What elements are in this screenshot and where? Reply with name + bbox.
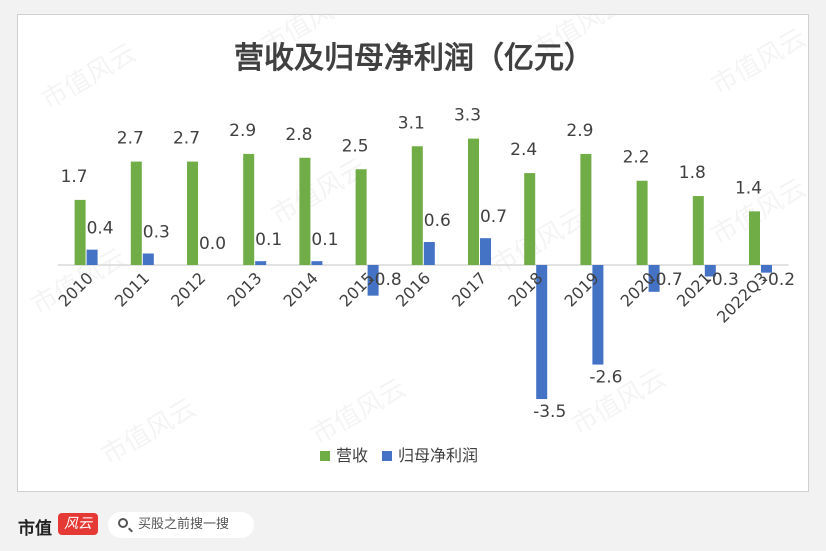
net-profit-bar: [86, 249, 98, 265]
net-profit-bar: [592, 265, 604, 365]
revenue-value-label: 2.7: [117, 129, 144, 149]
revenue-value-label: 2.9: [566, 121, 593, 141]
revenue-bar: [749, 211, 760, 265]
x-tick-label: 2017: [448, 268, 490, 310]
net-profit-bar: [704, 265, 716, 277]
net-profit-bar: [311, 261, 323, 265]
revenue-bar: [187, 161, 198, 265]
brand-logo-badge: 风云: [58, 513, 98, 535]
net-profit-value-label: 0.1: [255, 230, 282, 250]
revenue-value-label: 2.7: [173, 129, 200, 149]
legend-label: 营收: [336, 446, 368, 465]
net-profit-bar: [423, 242, 435, 265]
revenue-bar: [130, 161, 142, 265]
net-profit-bar: [255, 261, 267, 265]
revenue-value-label: 1.8: [679, 163, 706, 183]
net-profit-value-label: -0.2: [762, 270, 795, 290]
revenue-bar: [355, 169, 367, 265]
revenue-value-label: 2.9: [229, 121, 256, 141]
net-profit-bar: [648, 265, 660, 292]
revenue-bar: [580, 153, 592, 265]
net-profit-value-label: 0.4: [87, 219, 114, 239]
revenue-bar: [636, 180, 648, 265]
net-profit-value-label: -0.8: [369, 270, 402, 290]
search-box[interactable]: 买股之前搜一搜: [108, 512, 254, 538]
revenue-bar: [74, 199, 86, 265]
net-profit-value-label: -2.6: [589, 368, 622, 388]
legend-swatch: [382, 451, 392, 461]
revenue-bar: [299, 157, 311, 265]
chart-title: 营收及归母净利润（亿元）: [234, 41, 594, 76]
net-profit-value-label: 0.0: [199, 234, 226, 254]
revenue-bar: [243, 153, 255, 265]
footer-bar: 市值 风云 买股之前搜一搜: [0, 500, 826, 551]
net-profit-value-label: 0.3: [143, 223, 170, 243]
brand-logo: 市值: [18, 519, 52, 539]
net-profit-bar: [536, 265, 548, 400]
watermark-text: 市值风云: [307, 373, 412, 451]
x-tick-label: 2013: [223, 268, 265, 310]
revenue-value-label: 1.4: [735, 178, 762, 198]
revenue-value-label: 2.2: [623, 148, 650, 168]
revenue-bar: [468, 138, 479, 265]
net-profit-bar: [480, 238, 491, 265]
net-profit-bar: [761, 265, 772, 273]
revenue-value-label: 3.1: [398, 113, 425, 133]
revenue-value-label: 3.3: [454, 106, 481, 126]
revenue-value-label: 2.8: [285, 125, 312, 145]
x-tick-label: 2012: [167, 268, 209, 310]
revenue-bar: [411, 146, 423, 265]
legend-swatch: [320, 451, 330, 461]
net-profit-value-label: 0.6: [424, 211, 451, 231]
chart-card: 市值风云 市值风云 市值风云 市值风云 市值风云 市值风云 市值风云 市值风云 市值风云 市值风云…: [17, 14, 811, 492]
watermark-text: 市值风云: [97, 393, 202, 471]
revenue-value-label: 2.4: [510, 140, 537, 160]
legend-label: 归母净利润: [398, 446, 478, 465]
net-profit-value-label: 0.1: [311, 230, 338, 250]
revenue-bar: [692, 196, 704, 265]
revenue-value-label: 2.5: [342, 136, 369, 156]
revenue-bar: [524, 173, 536, 265]
net-profit-value-label: -3.5: [533, 402, 566, 422]
net-profit-bar: [142, 253, 154, 265]
watermark-text: 市值风云: [37, 38, 142, 116]
net-profit-value-label: -0.7: [650, 270, 683, 290]
search-icon: [118, 518, 128, 528]
revenue-value-label: 1.7: [61, 167, 88, 187]
search-text: 买股之前搜一搜: [138, 517, 230, 532]
net-profit-value-label: -0.3: [706, 270, 739, 290]
net-profit-bar: [367, 265, 379, 296]
watermark-text: 市值风云: [707, 23, 811, 101]
net-profit-value-label: 0.7: [480, 207, 507, 227]
x-tick-label: 2014: [280, 268, 322, 310]
